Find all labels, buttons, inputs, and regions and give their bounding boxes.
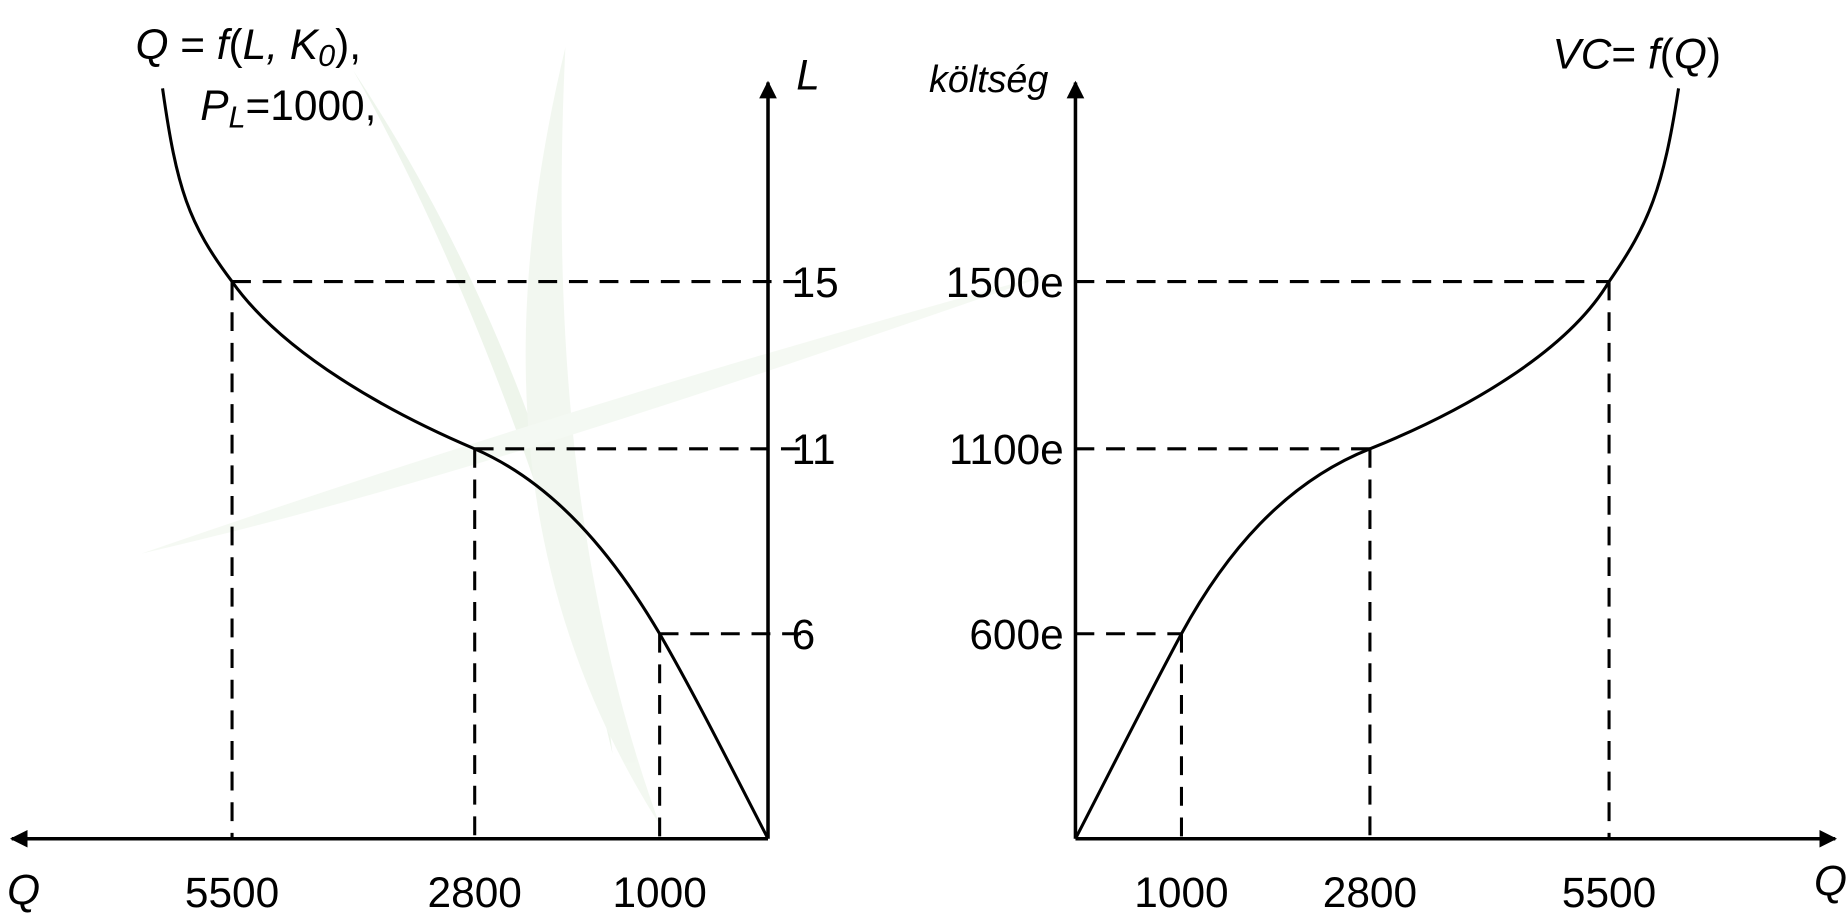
x-tick-label: 1000 [1134,869,1228,913]
function-label: VC= f(Q) [1553,30,1721,77]
text-part: P [200,82,228,129]
x-tick-label: 5500 [185,869,279,913]
x-axis-label: Q [1814,857,1847,904]
x-tick-label: 2800 [1323,869,1417,913]
text-part: ), [335,21,361,68]
diagram: Q = f(L, K0), PL=1000, L Q 15 11 6 5500 … [0,0,1847,913]
text-part: , [266,21,290,68]
right-panel: VC= f(Q) költség Q 1500e 1100e 600e 1000… [929,30,1847,913]
x-axis-label: Q [7,867,40,913]
text-part: K [290,21,320,68]
y-tick-label: 11 [792,426,836,473]
guide-lines [232,282,801,839]
y-tick-label: 1100e [949,426,1064,473]
text-part: 0 [318,39,335,73]
price-label: PL=1000, [200,82,376,134]
y-axis-label: L [796,52,820,99]
y-axis-label: költség [929,58,1048,100]
text-part: L [229,100,246,134]
page: {"left_panel": { "function_label": ["Q",… [0,0,1847,913]
background-decoration [141,47,1060,824]
text-part: ) [1707,30,1721,77]
function-label: Q = f(L, K0), [135,21,361,73]
text-part: =1000, [246,82,377,129]
y-tick-label: 6 [792,611,816,658]
y-tick-label: 600e [969,611,1063,658]
x-tick-label: 5500 [1562,869,1656,913]
text-part: Q [135,21,168,68]
text-part: = [1611,30,1648,77]
text-part: VC [1553,30,1612,77]
x-tick-label: 2800 [428,869,522,913]
text-part: ( [229,21,243,68]
y-tick-label: 1500e [946,259,1064,306]
x-tick-label: 1000 [612,869,706,913]
cost-curve [1075,88,1678,838]
text-part: L [243,21,267,68]
text-part: = [168,21,216,68]
text-part: ( [1660,30,1674,77]
y-tick-label: 15 [792,259,839,306]
text-part: Q [1674,30,1707,77]
